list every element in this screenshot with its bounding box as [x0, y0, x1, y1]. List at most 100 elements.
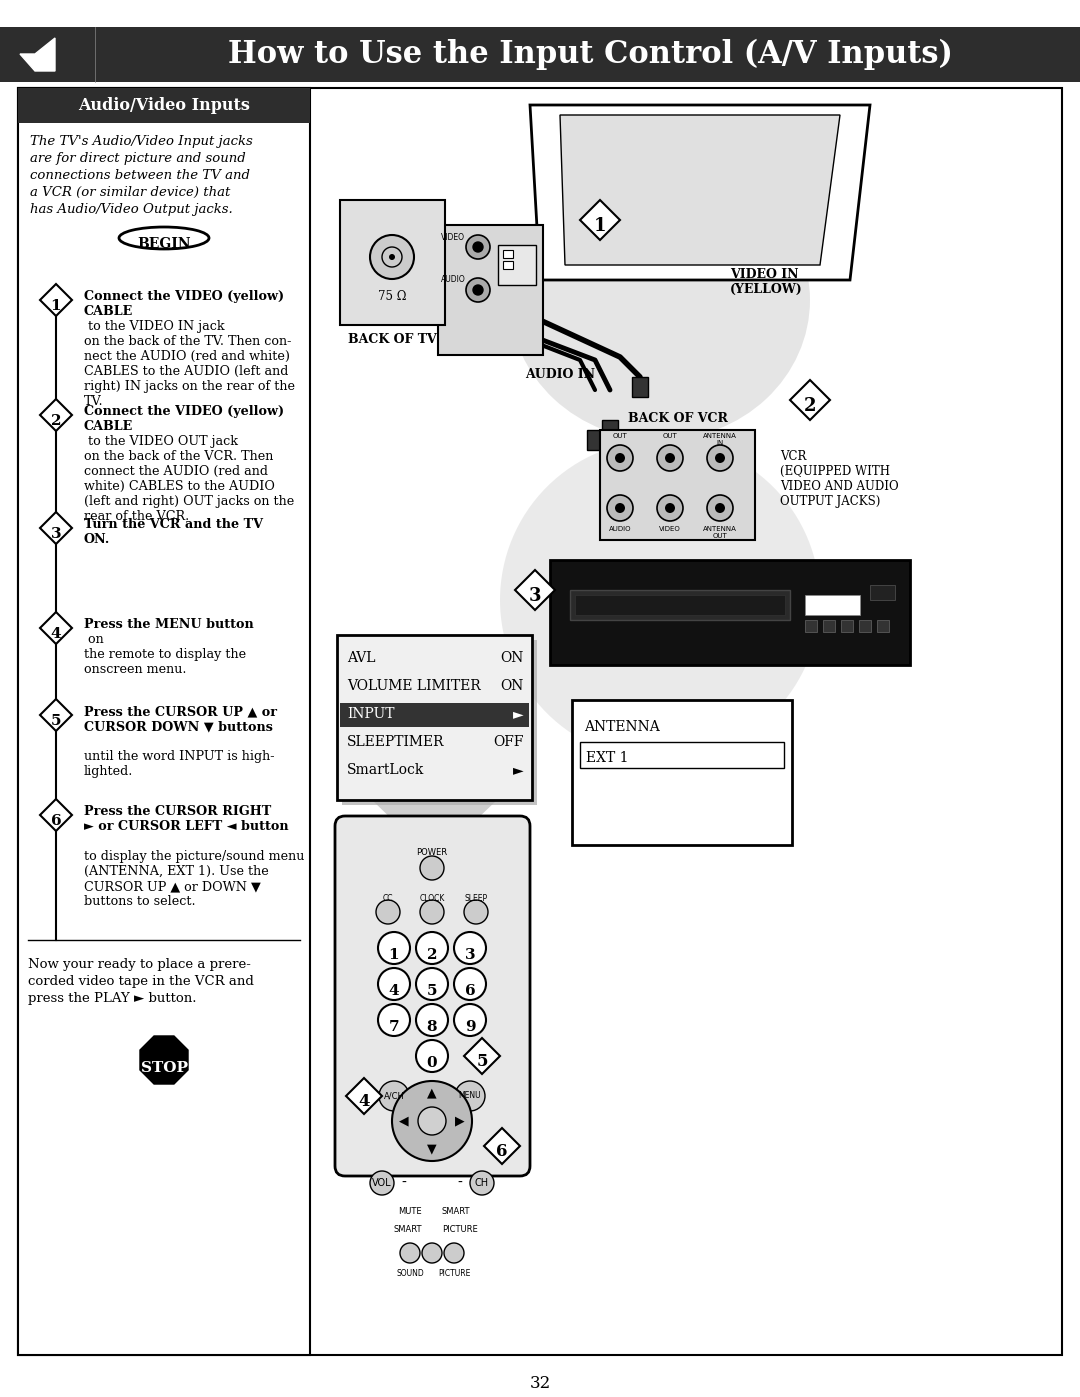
- Text: VCR
(EQUIPPED WITH
VIDEO AND AUDIO
OUTPUT JACKS): VCR (EQUIPPED WITH VIDEO AND AUDIO OUTPU…: [780, 450, 899, 509]
- Bar: [877, 620, 889, 631]
- Circle shape: [400, 1243, 420, 1263]
- Polygon shape: [346, 1078, 382, 1113]
- Text: onscreen menu.: onscreen menu.: [84, 664, 187, 676]
- Bar: [503, 261, 513, 270]
- Circle shape: [378, 968, 410, 1000]
- Bar: [602, 420, 618, 440]
- Bar: [580, 742, 784, 768]
- Circle shape: [422, 1243, 442, 1263]
- Bar: [340, 200, 445, 326]
- Text: 1: 1: [389, 949, 400, 963]
- Polygon shape: [484, 1127, 519, 1164]
- Text: SLEEP: SLEEP: [464, 894, 487, 902]
- Bar: [342, 640, 537, 805]
- Text: CABLE: CABLE: [84, 305, 133, 319]
- Text: VIDEO IN
(YELLOW): VIDEO IN (YELLOW): [730, 268, 802, 296]
- Circle shape: [382, 247, 402, 267]
- Circle shape: [455, 1081, 485, 1111]
- Circle shape: [607, 446, 633, 471]
- Circle shape: [657, 495, 683, 521]
- Text: VOLUME LIMITER: VOLUME LIMITER: [347, 679, 481, 693]
- Text: 0: 0: [427, 1056, 437, 1070]
- Text: PICTURE: PICTURE: [442, 1225, 477, 1234]
- Text: STOP: STOP: [140, 1060, 188, 1076]
- Polygon shape: [789, 380, 831, 420]
- Bar: [805, 595, 860, 615]
- Circle shape: [470, 1171, 494, 1194]
- Text: Press the CURSOR UP ▲ or: Press the CURSOR UP ▲ or: [84, 705, 276, 718]
- Text: ANTENNA: ANTENNA: [584, 719, 660, 733]
- Text: CABLE: CABLE: [84, 420, 133, 433]
- Polygon shape: [40, 799, 72, 831]
- Circle shape: [715, 503, 725, 513]
- Circle shape: [615, 503, 625, 513]
- Polygon shape: [515, 570, 555, 610]
- Text: SMART: SMART: [442, 1207, 471, 1215]
- Text: VIDEO: VIDEO: [659, 527, 680, 532]
- Text: AUDIO IN: AUDIO IN: [525, 367, 595, 381]
- Bar: [823, 620, 835, 631]
- Text: 4: 4: [389, 983, 400, 997]
- Text: ANTENNA
IN: ANTENNA IN: [703, 433, 737, 446]
- Text: 6: 6: [496, 1144, 508, 1161]
- Polygon shape: [372, 800, 497, 861]
- Circle shape: [665, 503, 675, 513]
- Text: ▼: ▼: [428, 1143, 436, 1155]
- Text: 5: 5: [427, 983, 437, 997]
- Circle shape: [473, 242, 483, 251]
- Text: AUDIO: AUDIO: [441, 275, 465, 284]
- Text: ▲: ▲: [428, 1087, 436, 1099]
- Text: MUTE: MUTE: [399, 1207, 422, 1215]
- Text: SLEEPTIMER: SLEEPTIMER: [347, 735, 445, 749]
- FancyBboxPatch shape: [335, 816, 530, 1176]
- Text: ►: ►: [513, 763, 524, 777]
- Text: 75 Ω: 75 Ω: [378, 291, 406, 303]
- Text: 1: 1: [51, 299, 62, 313]
- Circle shape: [454, 1004, 486, 1037]
- Text: 5: 5: [51, 714, 62, 728]
- Text: ► or CURSOR LEFT ◄ button: ► or CURSOR LEFT ◄ button: [84, 820, 288, 833]
- Text: ON: ON: [501, 651, 524, 665]
- Text: until the word INPUT is high-: until the word INPUT is high-: [84, 750, 274, 763]
- Text: POWER: POWER: [417, 848, 447, 856]
- Circle shape: [444, 1243, 464, 1263]
- Text: press the PLAY ► button.: press the PLAY ► button.: [28, 992, 197, 1004]
- Circle shape: [465, 278, 490, 302]
- Polygon shape: [580, 200, 620, 240]
- Bar: [503, 250, 513, 258]
- Circle shape: [389, 254, 395, 260]
- Text: the remote to display the: the remote to display the: [84, 648, 246, 661]
- Text: The TV's Audio/Video Input jacks: The TV's Audio/Video Input jacks: [30, 136, 253, 148]
- Ellipse shape: [500, 440, 820, 760]
- Bar: [340, 703, 529, 726]
- Circle shape: [378, 932, 410, 964]
- Text: PICTURE: PICTURE: [437, 1268, 470, 1278]
- Circle shape: [473, 285, 483, 295]
- Text: Connect the VIDEO (yellow): Connect the VIDEO (yellow): [84, 291, 284, 303]
- Text: Press the CURSOR RIGHT: Press the CURSOR RIGHT: [84, 805, 271, 819]
- Polygon shape: [464, 1038, 500, 1074]
- Text: 3: 3: [464, 949, 475, 963]
- Text: to the VIDEO OUT jack: to the VIDEO OUT jack: [84, 434, 238, 448]
- Circle shape: [376, 900, 400, 923]
- Text: TV.: TV.: [84, 395, 104, 408]
- Text: 2: 2: [427, 949, 437, 963]
- Circle shape: [378, 1004, 410, 1037]
- Text: 7: 7: [389, 1020, 400, 1034]
- Text: SMART: SMART: [393, 1225, 422, 1234]
- Text: has Audio/Video Output jacks.: has Audio/Video Output jacks.: [30, 203, 233, 217]
- Polygon shape: [140, 1037, 188, 1084]
- Circle shape: [416, 1004, 448, 1037]
- Text: Connect the VIDEO (yellow): Connect the VIDEO (yellow): [84, 405, 284, 418]
- Text: VIDEO: VIDEO: [441, 233, 465, 242]
- Text: to display the picture/sound menu: to display the picture/sound menu: [84, 849, 305, 863]
- Text: (left and right) OUT jacks on the: (left and right) OUT jacks on the: [84, 495, 294, 509]
- Bar: [588, 430, 603, 450]
- Text: ▶: ▶: [455, 1115, 464, 1127]
- Text: 6: 6: [51, 814, 62, 828]
- Circle shape: [416, 932, 448, 964]
- Circle shape: [615, 453, 625, 462]
- Text: 1: 1: [594, 217, 606, 235]
- Text: 6: 6: [464, 983, 475, 997]
- Bar: [570, 590, 789, 620]
